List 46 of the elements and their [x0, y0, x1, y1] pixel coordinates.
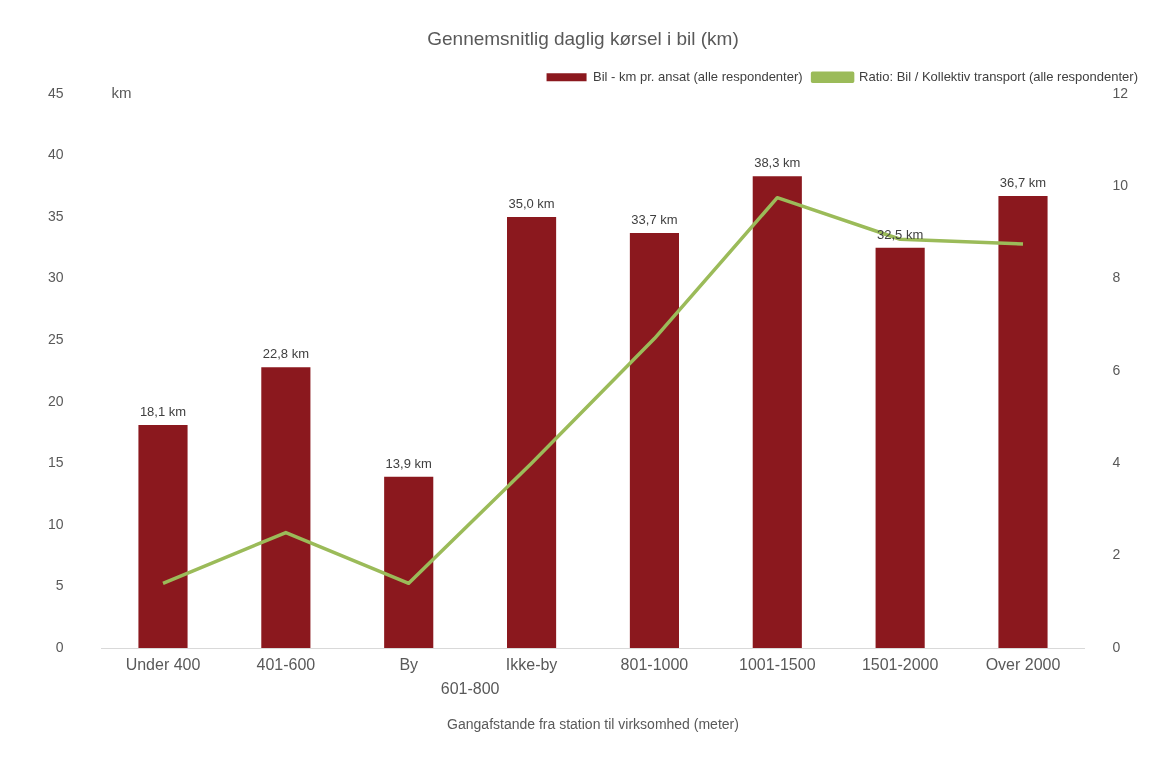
- x-tick-label: Over 2000: [985, 656, 1061, 674]
- y2-tick-label: 6: [1112, 361, 1121, 378]
- x-tick-label: Under 400: [125, 656, 201, 674]
- y-axis-title: km: [111, 83, 132, 101]
- y2-tick-label: 0: [1112, 638, 1121, 655]
- bar: [384, 476, 434, 648]
- y-tick-label: 45: [47, 84, 64, 101]
- y2-tick-label: 10: [1112, 177, 1129, 194]
- y2-tick-label: 2: [1112, 546, 1121, 563]
- bar: [507, 216, 557, 648]
- data-label: 13,9 km: [385, 455, 432, 471]
- y-tick-label: 20: [47, 392, 64, 409]
- bar: [261, 367, 311, 648]
- bar: [998, 196, 1048, 648]
- data-label: 38,3 km: [754, 155, 801, 171]
- chart-title: Gennemsnitlig daglig kørsel i bil (km): [427, 27, 739, 49]
- y-tick-label: 15: [47, 454, 64, 471]
- y2-tick-label: 12: [1112, 84, 1129, 101]
- legend-label: Bil - km pr. ansat (alle respondenter): [593, 68, 803, 84]
- y-tick-label: 10: [47, 515, 64, 532]
- bar: [875, 247, 925, 648]
- legend-label: Ratio: Bil / Kollektiv transport (alle respondenter): [859, 68, 1138, 84]
- x-tick-label: Ikke-by: [505, 656, 558, 674]
- y-tick-label: 0: [55, 638, 64, 655]
- y-tick-label: 35: [47, 207, 64, 224]
- bar: [752, 176, 802, 648]
- bar: [138, 425, 188, 648]
- y-tick-label: 5: [55, 577, 64, 594]
- y2-tick-label: 4: [1112, 454, 1121, 471]
- data-label: 22,8 km: [262, 346, 309, 362]
- data-label: 18,1 km: [139, 404, 187, 420]
- x-tick-label: 801-1000: [620, 656, 689, 674]
- y-tick-label: 25: [47, 330, 64, 347]
- data-label: 33,7 km: [631, 212, 678, 228]
- text: 601-800: [440, 680, 500, 698]
- data-label: 36,7 km: [999, 175, 1047, 191]
- x-tick-label: By: [399, 656, 419, 674]
- y2-tick-label: 8: [1112, 269, 1121, 286]
- y-tick-label: 40: [47, 146, 64, 163]
- data-label: 35,0 km: [508, 196, 555, 212]
- bar: [629, 232, 679, 648]
- x-tick-label: 1501-2000: [861, 656, 939, 674]
- x-axis-title: Gangafstande fra station til virksomhed (meter): [447, 716, 739, 733]
- x-tick-label: 401-600: [256, 656, 316, 674]
- y-tick-label: 30: [47, 269, 64, 286]
- x-tick-label: 1001-1500: [739, 656, 816, 674]
